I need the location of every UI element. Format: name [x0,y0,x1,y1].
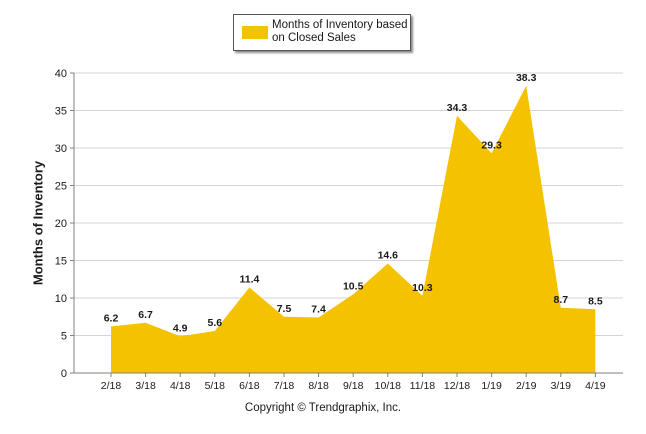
y-tick-label: 0 [61,368,67,380]
data-label: 38.3 [516,72,537,84]
data-label: 5.6 [207,317,222,329]
x-tick-label: 4/19 [585,380,606,392]
data-label: 10.5 [343,280,364,292]
data-label: 11.4 [239,274,259,286]
x-tick-label: 7/18 [274,380,295,392]
y-tick-label: 20 [55,218,67,230]
x-tick-label: 11/18 [410,380,436,392]
x-tick-label: 12/18 [444,380,470,392]
x-tick-label: 9/18 [343,380,364,392]
data-label: 8.5 [588,295,603,307]
x-tick-label: 2/18 [101,380,122,392]
x-tick-label: 10/18 [375,380,401,392]
data-label: 29.3 [481,139,502,151]
data-label: 8.7 [553,294,568,306]
x-tick-label: 1/19 [481,380,502,392]
y-tick-label: 40 [55,68,67,80]
x-tick-label: 3/19 [551,380,572,392]
grid-layer [74,72,623,336]
x-tick-label: 2/19 [516,380,537,392]
data-label: 7.5 [277,303,292,315]
x-tick-label: 5/18 [205,380,226,392]
x-tick-label: 3/18 [135,380,156,392]
legend: Months of Inventory based on Closed Sale… [233,14,411,51]
y-tick-label: 30 [55,143,67,155]
data-labels: 6.2 6.7 4.9 5.6 11.4 7.5 7.4 10.5 14.6 10.3 34.3 29… [104,72,603,335]
y-tick-label: 10 [55,293,67,305]
x-tick-label: 8/18 [308,380,329,392]
data-label: 34.3 [447,102,468,114]
y-tick-label: 35 [55,106,67,118]
y-tick-label: 25 [55,181,67,193]
legend-swatch [242,26,268,39]
data-label: 6.2 [104,313,119,325]
y-tick-label: 15 [55,256,67,268]
axis-layer [70,72,623,377]
data-label: 4.9 [173,322,188,334]
data-label: 6.7 [138,309,153,321]
x-tick-labels: 2/18 3/18 4/18 5/18 6/18 7/18 8/18 9/18 10/18 11/… [101,380,606,392]
x-tick-label: 6/18 [239,380,260,392]
copyright-footer: Copyright © Trendgraphix, Inc. [244,402,402,414]
data-label: 7.4 [311,304,326,316]
y-tick-labels: 0 5 10 15 20 25 30 35 40 [55,68,67,380]
data-label: 10.3 [412,282,433,294]
x-tick-label: 4/18 [170,380,191,392]
legend-label: Months of Inventory based on Closed Sale… [272,19,408,44]
area-layer [111,85,596,374]
y-axis-title: Months of Inventory [30,160,46,286]
y-tick-label: 5 [61,331,67,343]
area-series [111,85,596,374]
data-label: 14.6 [378,250,399,262]
